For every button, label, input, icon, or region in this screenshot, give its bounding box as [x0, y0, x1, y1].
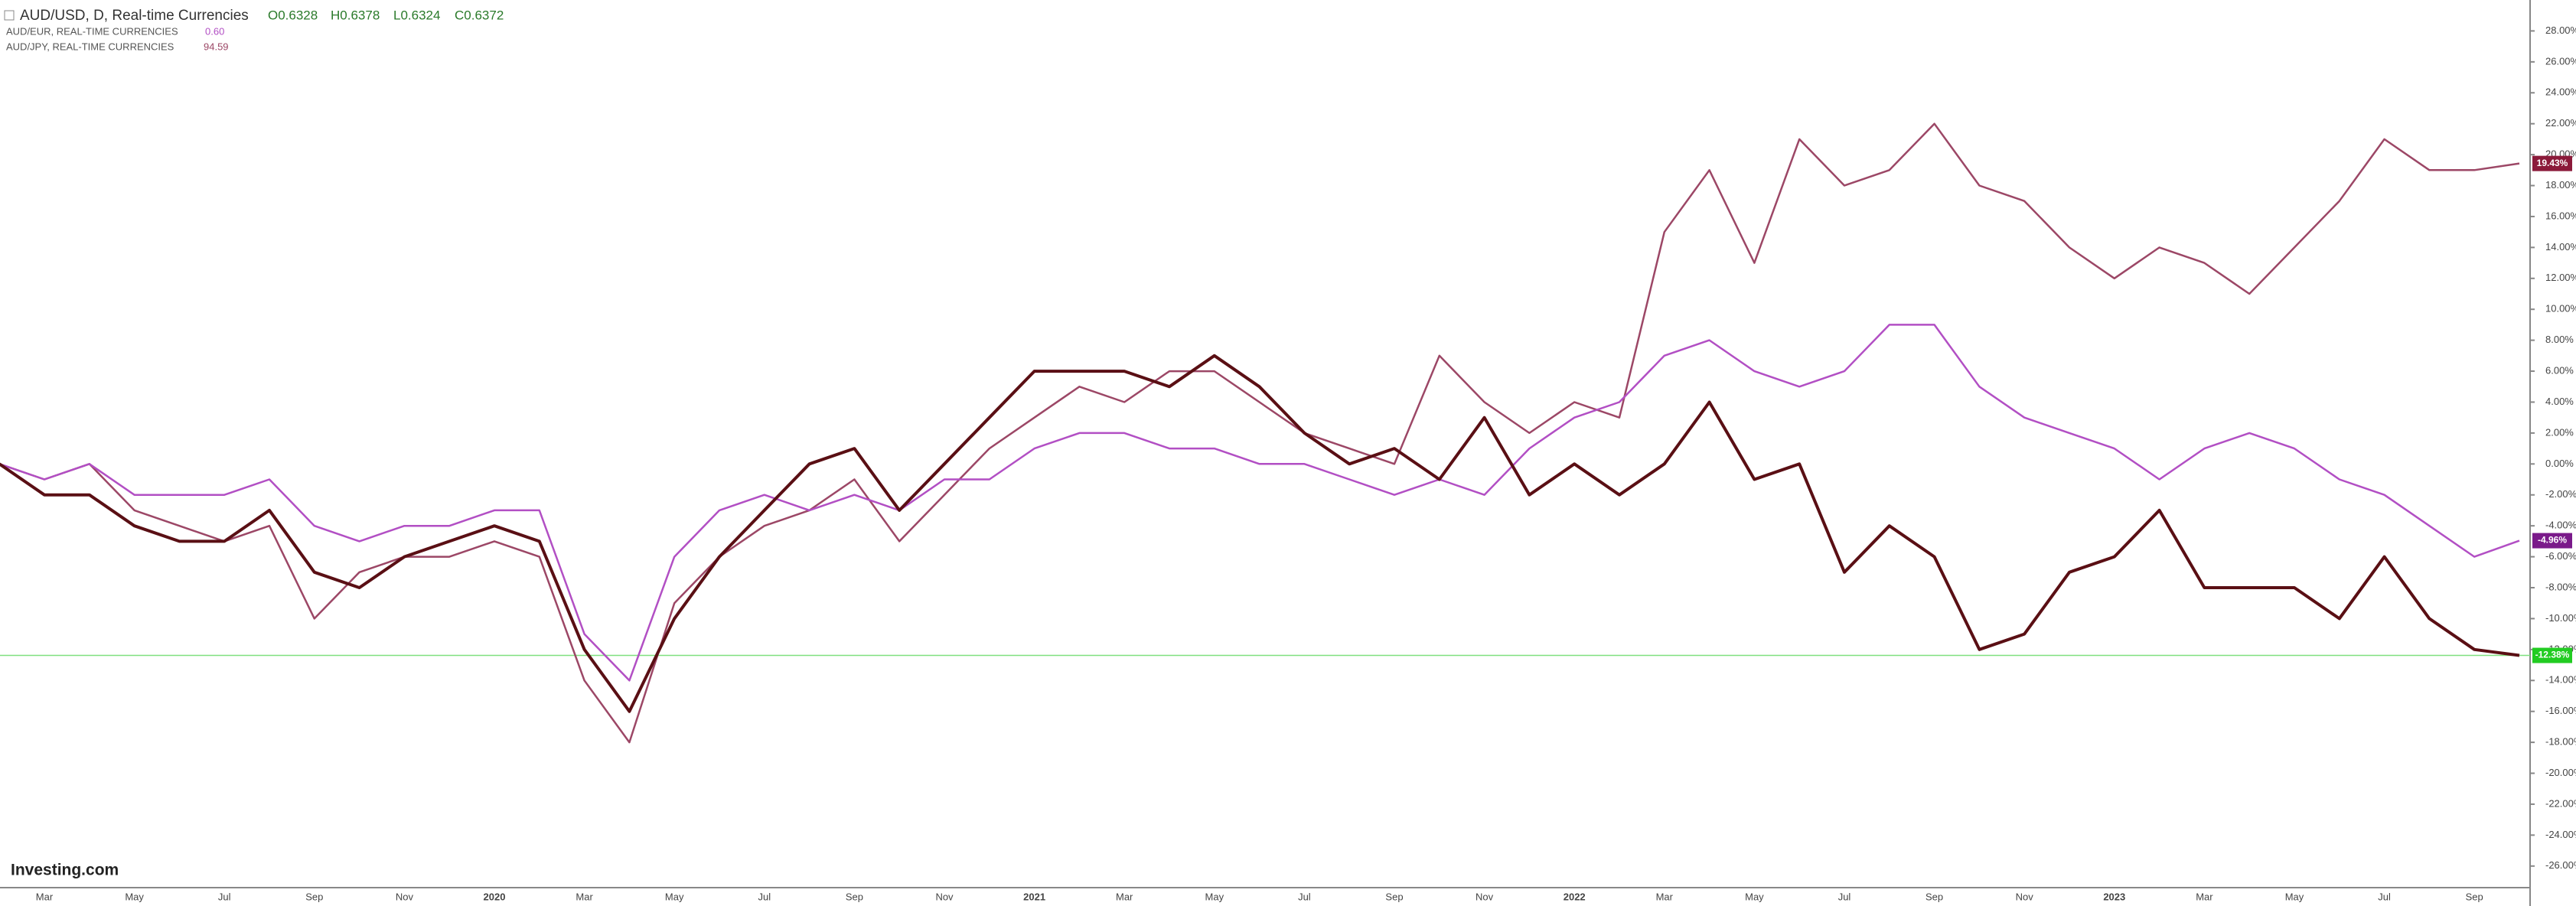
y-tick-label: -8.00%	[2545, 581, 2576, 592]
last-value-box	[2532, 155, 2572, 171]
y-tick-label: 4.00%	[2545, 396, 2574, 407]
last-value-box	[2532, 647, 2572, 663]
x-tick-label: Sep	[1925, 891, 1943, 902]
symbol-title: AUD/USD, D, Real-time Currencies	[20, 8, 249, 24]
x-tick-label: Sep	[305, 891, 323, 902]
y-tick-label: -10.00%	[2545, 612, 2576, 624]
x-tick-label: Nov	[396, 891, 414, 902]
last-value-label: 19.43%	[2537, 158, 2568, 168]
y-tick-label: -24.00%	[2545, 829, 2576, 840]
x-tick-label: Mar	[2196, 891, 2213, 902]
legend-entry[interactable]: AUD/JPY, REAL-TIME CURRENCIES	[6, 41, 174, 52]
legend-value: 94.59	[204, 41, 229, 52]
x-tick-label: 2022	[1564, 891, 1586, 902]
x-tick-label: Sep	[2466, 891, 2483, 902]
x-tick-label: May	[125, 891, 144, 902]
series-line	[0, 354, 2520, 713]
y-tick-label: -20.00%	[2545, 767, 2576, 778]
x-tick-label: Nov	[935, 891, 954, 902]
y-tick-label: -14.00%	[2545, 674, 2576, 686]
ohlc-open: O0.6328	[268, 8, 318, 22]
y-tick-label: -18.00%	[2545, 736, 2576, 748]
x-tick-label: May	[1745, 891, 1764, 902]
x-tick-label: May	[665, 891, 684, 902]
x-tick-label: Mar	[1116, 891, 1133, 902]
y-tick-label: 24.00%	[2545, 86, 2576, 98]
y-tick-label: 6.00%	[2545, 364, 2574, 376]
y-tick-label: -6.00%	[2545, 550, 2576, 562]
series-line	[0, 324, 2520, 682]
y-tick-label: 2.00%	[2545, 426, 2574, 438]
x-tick-label: May	[2285, 891, 2304, 902]
y-tick-label: 22.00%	[2545, 117, 2576, 129]
x-tick-label: 2023	[2103, 891, 2125, 902]
ohlc-high: H0.6378	[331, 8, 380, 22]
y-tick-label: -16.00%	[2545, 705, 2576, 716]
y-tick-label: 16.00%	[2545, 210, 2576, 221]
ohlc-low: L0.6324	[393, 8, 440, 22]
legend-value: 0.60	[205, 25, 224, 37]
x-tick-label: Nov	[1475, 891, 1494, 902]
y-tick-label: 26.00%	[2545, 55, 2576, 67]
logo: Investing.com	[11, 862, 119, 879]
y-tick-label: 14.00%	[2545, 241, 2576, 253]
y-tick-label: -26.00%	[2545, 859, 2576, 871]
x-tick-label: Jul	[218, 891, 231, 902]
x-tick-label: Mar	[36, 891, 54, 902]
collapse-icon[interactable]	[4, 10, 15, 21]
y-tick-label: 8.00%	[2545, 334, 2574, 345]
x-tick-label: Sep	[846, 891, 863, 902]
y-tick-label: 28.00%	[2545, 24, 2576, 36]
last-value-box	[2532, 533, 2572, 549]
y-tick-label: 10.00%	[2545, 303, 2576, 314]
x-tick-label: Mar	[576, 891, 593, 902]
x-tick-label: Jul	[758, 891, 771, 902]
x-tick-label: 2020	[484, 891, 506, 902]
ohlc-close: C0.6372	[455, 8, 504, 22]
x-tick-label: 2021	[1023, 891, 1045, 902]
x-tick-label: Nov	[2016, 891, 2034, 902]
series-line	[0, 122, 2520, 744]
x-tick-label: May	[1205, 891, 1224, 902]
last-value-label: -12.38%	[2535, 650, 2570, 660]
x-tick-label: Sep	[1385, 891, 1403, 902]
y-tick-label: 12.00%	[2545, 272, 2576, 283]
x-tick-label: Mar	[1656, 891, 1674, 902]
legend-entry[interactable]: AUD/EUR, REAL-TIME CURRENCIES	[6, 25, 178, 37]
y-tick-label: 0.00%	[2545, 458, 2574, 469]
y-tick-label: 18.00%	[2545, 179, 2576, 191]
x-tick-label: Jul	[1298, 891, 1311, 902]
y-tick-label: -22.00%	[2545, 797, 2576, 809]
x-tick-label: Jul	[2378, 891, 2391, 902]
y-tick-label: -4.00%	[2545, 520, 2576, 531]
x-tick-label: Jul	[1838, 891, 1851, 902]
y-tick-label: -2.00%	[2545, 488, 2576, 500]
last-value-label: -4.96%	[2538, 535, 2567, 546]
